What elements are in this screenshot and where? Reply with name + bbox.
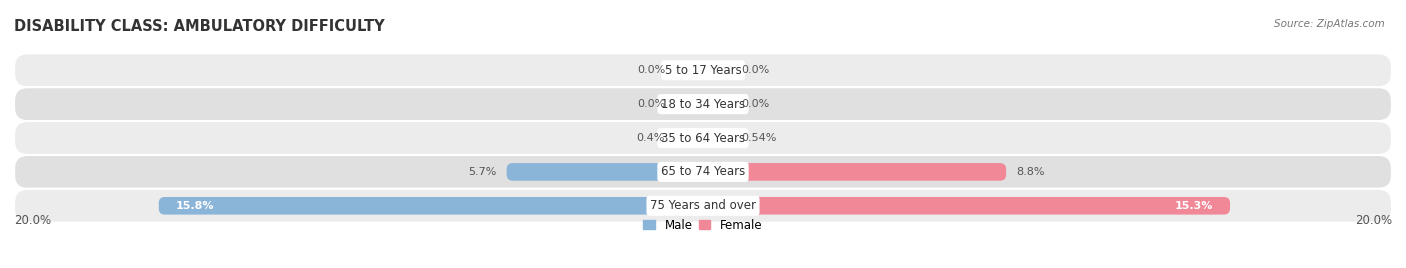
FancyBboxPatch shape [675,61,703,79]
Text: 65 to 74 Years: 65 to 74 Years [661,165,745,178]
Text: 0.0%: 0.0% [637,99,665,109]
Legend: Male, Female: Male, Female [638,214,768,236]
Text: 15.8%: 15.8% [176,201,215,211]
FancyBboxPatch shape [703,129,731,147]
FancyBboxPatch shape [703,197,1230,215]
FancyBboxPatch shape [14,189,1392,223]
FancyBboxPatch shape [675,95,703,113]
Text: DISABILITY CLASS: AMBULATORY DIFFICULTY: DISABILITY CLASS: AMBULATORY DIFFICULTY [14,19,385,34]
Text: 5 to 17 Years: 5 to 17 Years [665,64,741,77]
Text: 0.0%: 0.0% [741,65,769,75]
Text: 8.8%: 8.8% [1017,167,1045,177]
FancyBboxPatch shape [675,129,703,147]
Text: 35 to 64 Years: 35 to 64 Years [661,132,745,144]
FancyBboxPatch shape [14,87,1392,121]
Text: 0.0%: 0.0% [637,65,665,75]
FancyBboxPatch shape [703,61,731,79]
FancyBboxPatch shape [159,197,703,215]
FancyBboxPatch shape [14,121,1392,155]
Text: 0.0%: 0.0% [741,99,769,109]
Text: 75 Years and over: 75 Years and over [650,199,756,212]
FancyBboxPatch shape [506,163,703,181]
Text: 20.0%: 20.0% [1355,214,1392,227]
FancyBboxPatch shape [14,155,1392,189]
Text: 0.4%: 0.4% [637,133,665,143]
Text: Source: ZipAtlas.com: Source: ZipAtlas.com [1274,19,1385,29]
Text: 15.3%: 15.3% [1174,201,1213,211]
Text: 5.7%: 5.7% [468,167,496,177]
Text: 18 to 34 Years: 18 to 34 Years [661,98,745,111]
Text: 20.0%: 20.0% [14,214,51,227]
FancyBboxPatch shape [14,53,1392,87]
Text: 0.54%: 0.54% [741,133,776,143]
FancyBboxPatch shape [703,95,731,113]
FancyBboxPatch shape [703,163,1007,181]
